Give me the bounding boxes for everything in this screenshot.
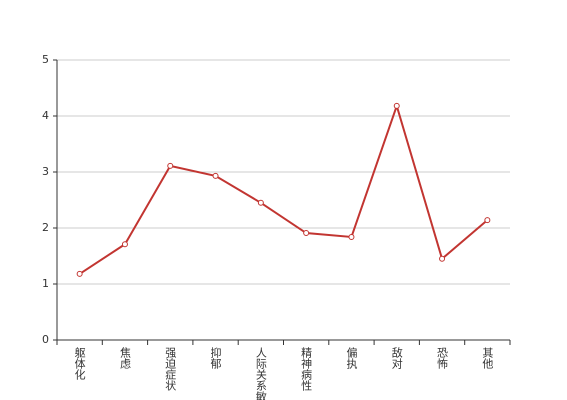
- point: [348, 233, 355, 240]
- x-tick-label: 人际关系敏感: [254, 347, 267, 400]
- x-tick-label: 敌对: [390, 346, 403, 369]
- y-tick-label: 1: [42, 277, 49, 290]
- y-tick-label: 5: [42, 53, 49, 66]
- point: [257, 199, 264, 206]
- x-tick-label: 躯体化: [73, 347, 86, 381]
- y-tick-label: 2: [42, 221, 49, 234]
- x-tick-label: 焦虑: [118, 347, 131, 369]
- point: [76, 270, 83, 277]
- y-tick-label: 4: [42, 109, 49, 122]
- line: [79, 102, 488, 275]
- x-tick-label: 其他: [481, 347, 494, 369]
- x-tick-label: 精神病性: [300, 347, 313, 392]
- x-tick-label: 抑郁: [209, 346, 222, 369]
- y-tick-label: 0: [42, 333, 49, 346]
- y-tick-label: 3: [42, 165, 49, 178]
- point: [167, 162, 174, 169]
- point: [439, 255, 446, 262]
- point: [484, 217, 491, 224]
- x-tick-label: 恐怖: [436, 347, 449, 369]
- point: [121, 241, 128, 248]
- point: [393, 102, 400, 109]
- x-tick-label: 强迫症状: [164, 347, 177, 391]
- point: [303, 230, 310, 237]
- x-tick-label: 偏执: [345, 346, 358, 370]
- point: [212, 172, 219, 179]
